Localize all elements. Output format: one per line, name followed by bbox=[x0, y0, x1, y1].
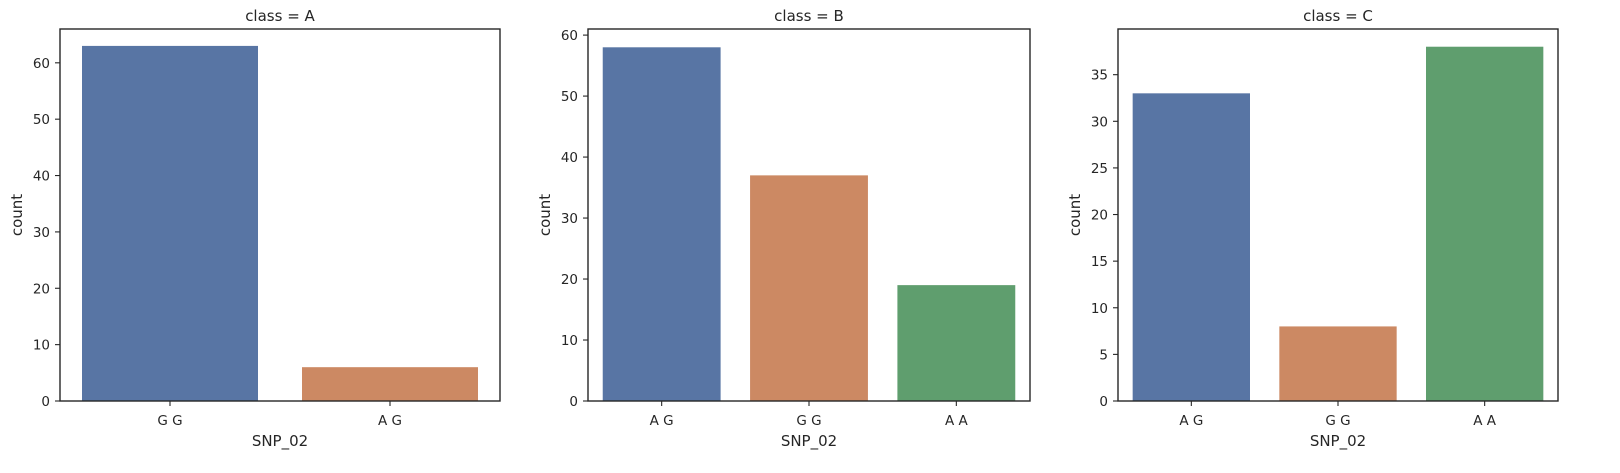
panel-2-y-tick-label-6: 50 bbox=[561, 89, 578, 105]
panel-3-y-tick-label-2: 5 bbox=[1099, 347, 1108, 363]
panel-3-x-axis-label: SNP_02 bbox=[1310, 432, 1366, 451]
panel-2-x-axis-label: SNP_02 bbox=[781, 432, 837, 451]
panel-3-x-tick-label-2: G G bbox=[1325, 413, 1350, 429]
panel-1-axes-frame bbox=[59, 28, 501, 402]
panel-2-x-tick-label-1: A G bbox=[650, 413, 674, 429]
panel-2-y-tick-label-3: 20 bbox=[561, 272, 578, 288]
panel-3-y-tick-label-6: 25 bbox=[1091, 161, 1108, 177]
panel-1-y-tick-label-3: 20 bbox=[33, 281, 50, 297]
panel-3-y-tick-label-1: 0 bbox=[1099, 394, 1108, 410]
panel-3-bar-3 bbox=[1426, 46, 1544, 401]
panel-2-y-tick-label-4: 30 bbox=[561, 211, 578, 227]
panel-1-y-axis-label: count bbox=[8, 194, 26, 236]
panel-1-bar-2 bbox=[302, 367, 478, 401]
panel-2-title: class = B bbox=[774, 7, 844, 25]
panel-3-y-tick-label-5: 20 bbox=[1091, 208, 1108, 224]
panel-3-title: class = C bbox=[1303, 7, 1373, 25]
panel-3-y-tick-label-8: 35 bbox=[1091, 68, 1108, 84]
panel-2-bar-3 bbox=[897, 285, 1016, 401]
panel-2-y-tick-label-2: 10 bbox=[561, 333, 578, 349]
panel-1-y-tick-label-4: 30 bbox=[33, 225, 50, 241]
panel-2-y-tick-label-5: 40 bbox=[561, 150, 578, 166]
panel-1-y-tick-label-7: 60 bbox=[33, 56, 50, 72]
panel-2-y-axis-label: count bbox=[536, 194, 554, 236]
panel-2-bar-1 bbox=[602, 47, 721, 402]
panel-1-x-tick-label-2: A G bbox=[378, 413, 402, 429]
panel-3-x-tick-label-3: A A bbox=[1473, 413, 1497, 429]
panel-3-bar-2 bbox=[1279, 326, 1397, 401]
panel-1-x-tick-label-1: G G bbox=[157, 413, 182, 429]
panel-2-bar-2 bbox=[750, 175, 868, 401]
panel-3-bar-1 bbox=[1132, 93, 1250, 402]
panel-2-y-tick-label-1: 0 bbox=[569, 394, 578, 410]
panel-1-y-tick-label-6: 50 bbox=[33, 112, 50, 128]
panel-1-y-tick-label-1: 0 bbox=[41, 394, 50, 410]
panel-3-x-tick-label-1: A G bbox=[1179, 413, 1203, 429]
panel-1-y-tick-label-2: 10 bbox=[33, 338, 50, 354]
panel-3-y-tick-label-7: 30 bbox=[1091, 114, 1108, 130]
panel-3-axes-frame bbox=[1117, 28, 1559, 402]
panel-2-x-tick-label-2: G G bbox=[796, 413, 821, 429]
panel-1-bar-1 bbox=[82, 45, 258, 402]
panel-2-axes-frame bbox=[587, 28, 1031, 402]
panel-1-title: class = A bbox=[245, 7, 315, 25]
panel-1-x-axis-label: SNP_02 bbox=[252, 432, 308, 451]
panel-3-y-tick-label-4: 15 bbox=[1091, 254, 1108, 270]
panel-2-x-tick-label-3: A A bbox=[945, 413, 969, 429]
panel-1-y-tick-label-5: 40 bbox=[33, 169, 50, 185]
panel-2-y-tick-label-7: 60 bbox=[561, 28, 578, 44]
panel-3-y-axis-label: count bbox=[1066, 194, 1084, 236]
panel-3-y-tick-label-3: 10 bbox=[1091, 301, 1108, 317]
